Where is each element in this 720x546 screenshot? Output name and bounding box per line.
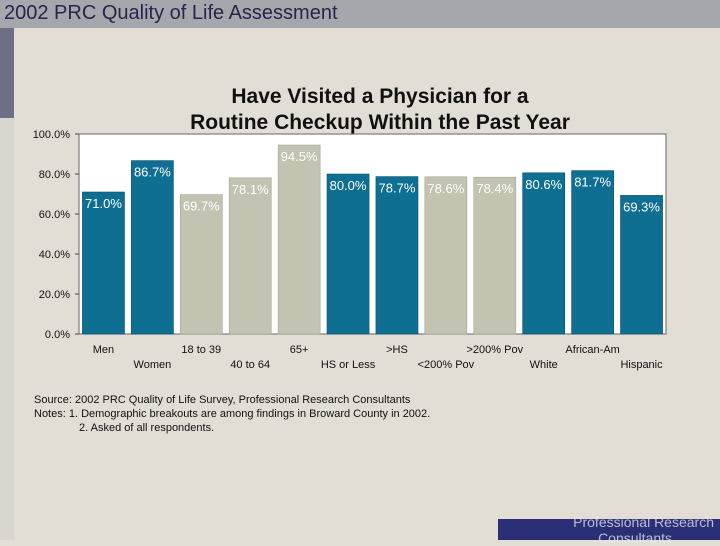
plot-area [78, 133, 667, 335]
chart-title: Have Visited a Physician for a Routine C… [80, 84, 680, 136]
bar [277, 144, 321, 335]
left-strip [0, 28, 14, 540]
bar [179, 194, 223, 335]
source-note: Source: 2002 PRC Quality of Life Survey,… [34, 394, 411, 406]
chart-title-line1: Have Visited a Physician for a [231, 85, 529, 108]
note-2: 2. Asked of all respondents. [79, 422, 215, 434]
category-label: >200% Pov [467, 344, 524, 356]
bar [375, 176, 419, 335]
bar-value-label: 80.6% [525, 177, 562, 192]
y-tick-label: 100.0% [33, 129, 71, 141]
bar-value-label: 78.6% [427, 181, 464, 196]
bar-value-label: 86.7% [134, 165, 171, 180]
category-label: 40 to 64 [230, 359, 270, 371]
footer-brand-line1: Professional Research [573, 514, 714, 530]
bar [571, 170, 614, 335]
chart-title-line2: Routine Checkup Within the Past Year [190, 111, 570, 134]
bar [522, 172, 566, 335]
bar [326, 173, 370, 335]
category-label: 18 to 39 [181, 344, 221, 356]
category-label: >HS [386, 344, 408, 356]
bar-value-label: 80.0% [330, 178, 367, 193]
category-label: Men [93, 344, 114, 356]
y-tick-label: 20.0% [39, 289, 70, 301]
bar [82, 191, 125, 335]
bar [620, 195, 663, 335]
note-1: Notes: 1. Demographic breakouts are amon… [34, 408, 431, 420]
bar-value-label: 78.4% [476, 181, 513, 196]
category-label: HS or Less [321, 359, 376, 371]
bar-value-label: 69.7% [183, 199, 220, 214]
header-bar [0, 0, 720, 28]
bar [131, 160, 174, 335]
y-tick-label: 40.0% [39, 249, 70, 261]
footer-brand-line2: Consultants [598, 530, 672, 546]
category-label: Women [134, 359, 172, 371]
y-tick-label: 0.0% [45, 329, 70, 341]
bar-value-label: 78.1% [232, 182, 269, 197]
category-label: African-Am [565, 344, 619, 356]
category-label: Hispanic [620, 359, 663, 371]
slide-title: 2002 PRC Quality of Life Assessment [4, 2, 338, 24]
bar-value-label: 94.5% [281, 149, 318, 164]
bar [424, 176, 468, 335]
bar [473, 176, 517, 335]
bar-value-label: 81.7% [574, 175, 611, 190]
bar-value-label: 69.3% [623, 199, 660, 214]
bar [228, 177, 272, 335]
bar-value-label: 78.7% [379, 181, 416, 196]
category-label: 65+ [290, 344, 309, 356]
chart-notes: Source: 2002 PRC Quality of Life Survey,… [34, 393, 430, 435]
category-label: <200% Pov [418, 359, 475, 371]
footer-bar [498, 519, 720, 540]
bar-value-label: 71.0% [85, 196, 122, 211]
y-tick-label: 80.0% [39, 169, 70, 181]
y-tick-label: 60.0% [39, 209, 70, 221]
category-label: White [530, 359, 558, 371]
left-accent [0, 28, 14, 118]
